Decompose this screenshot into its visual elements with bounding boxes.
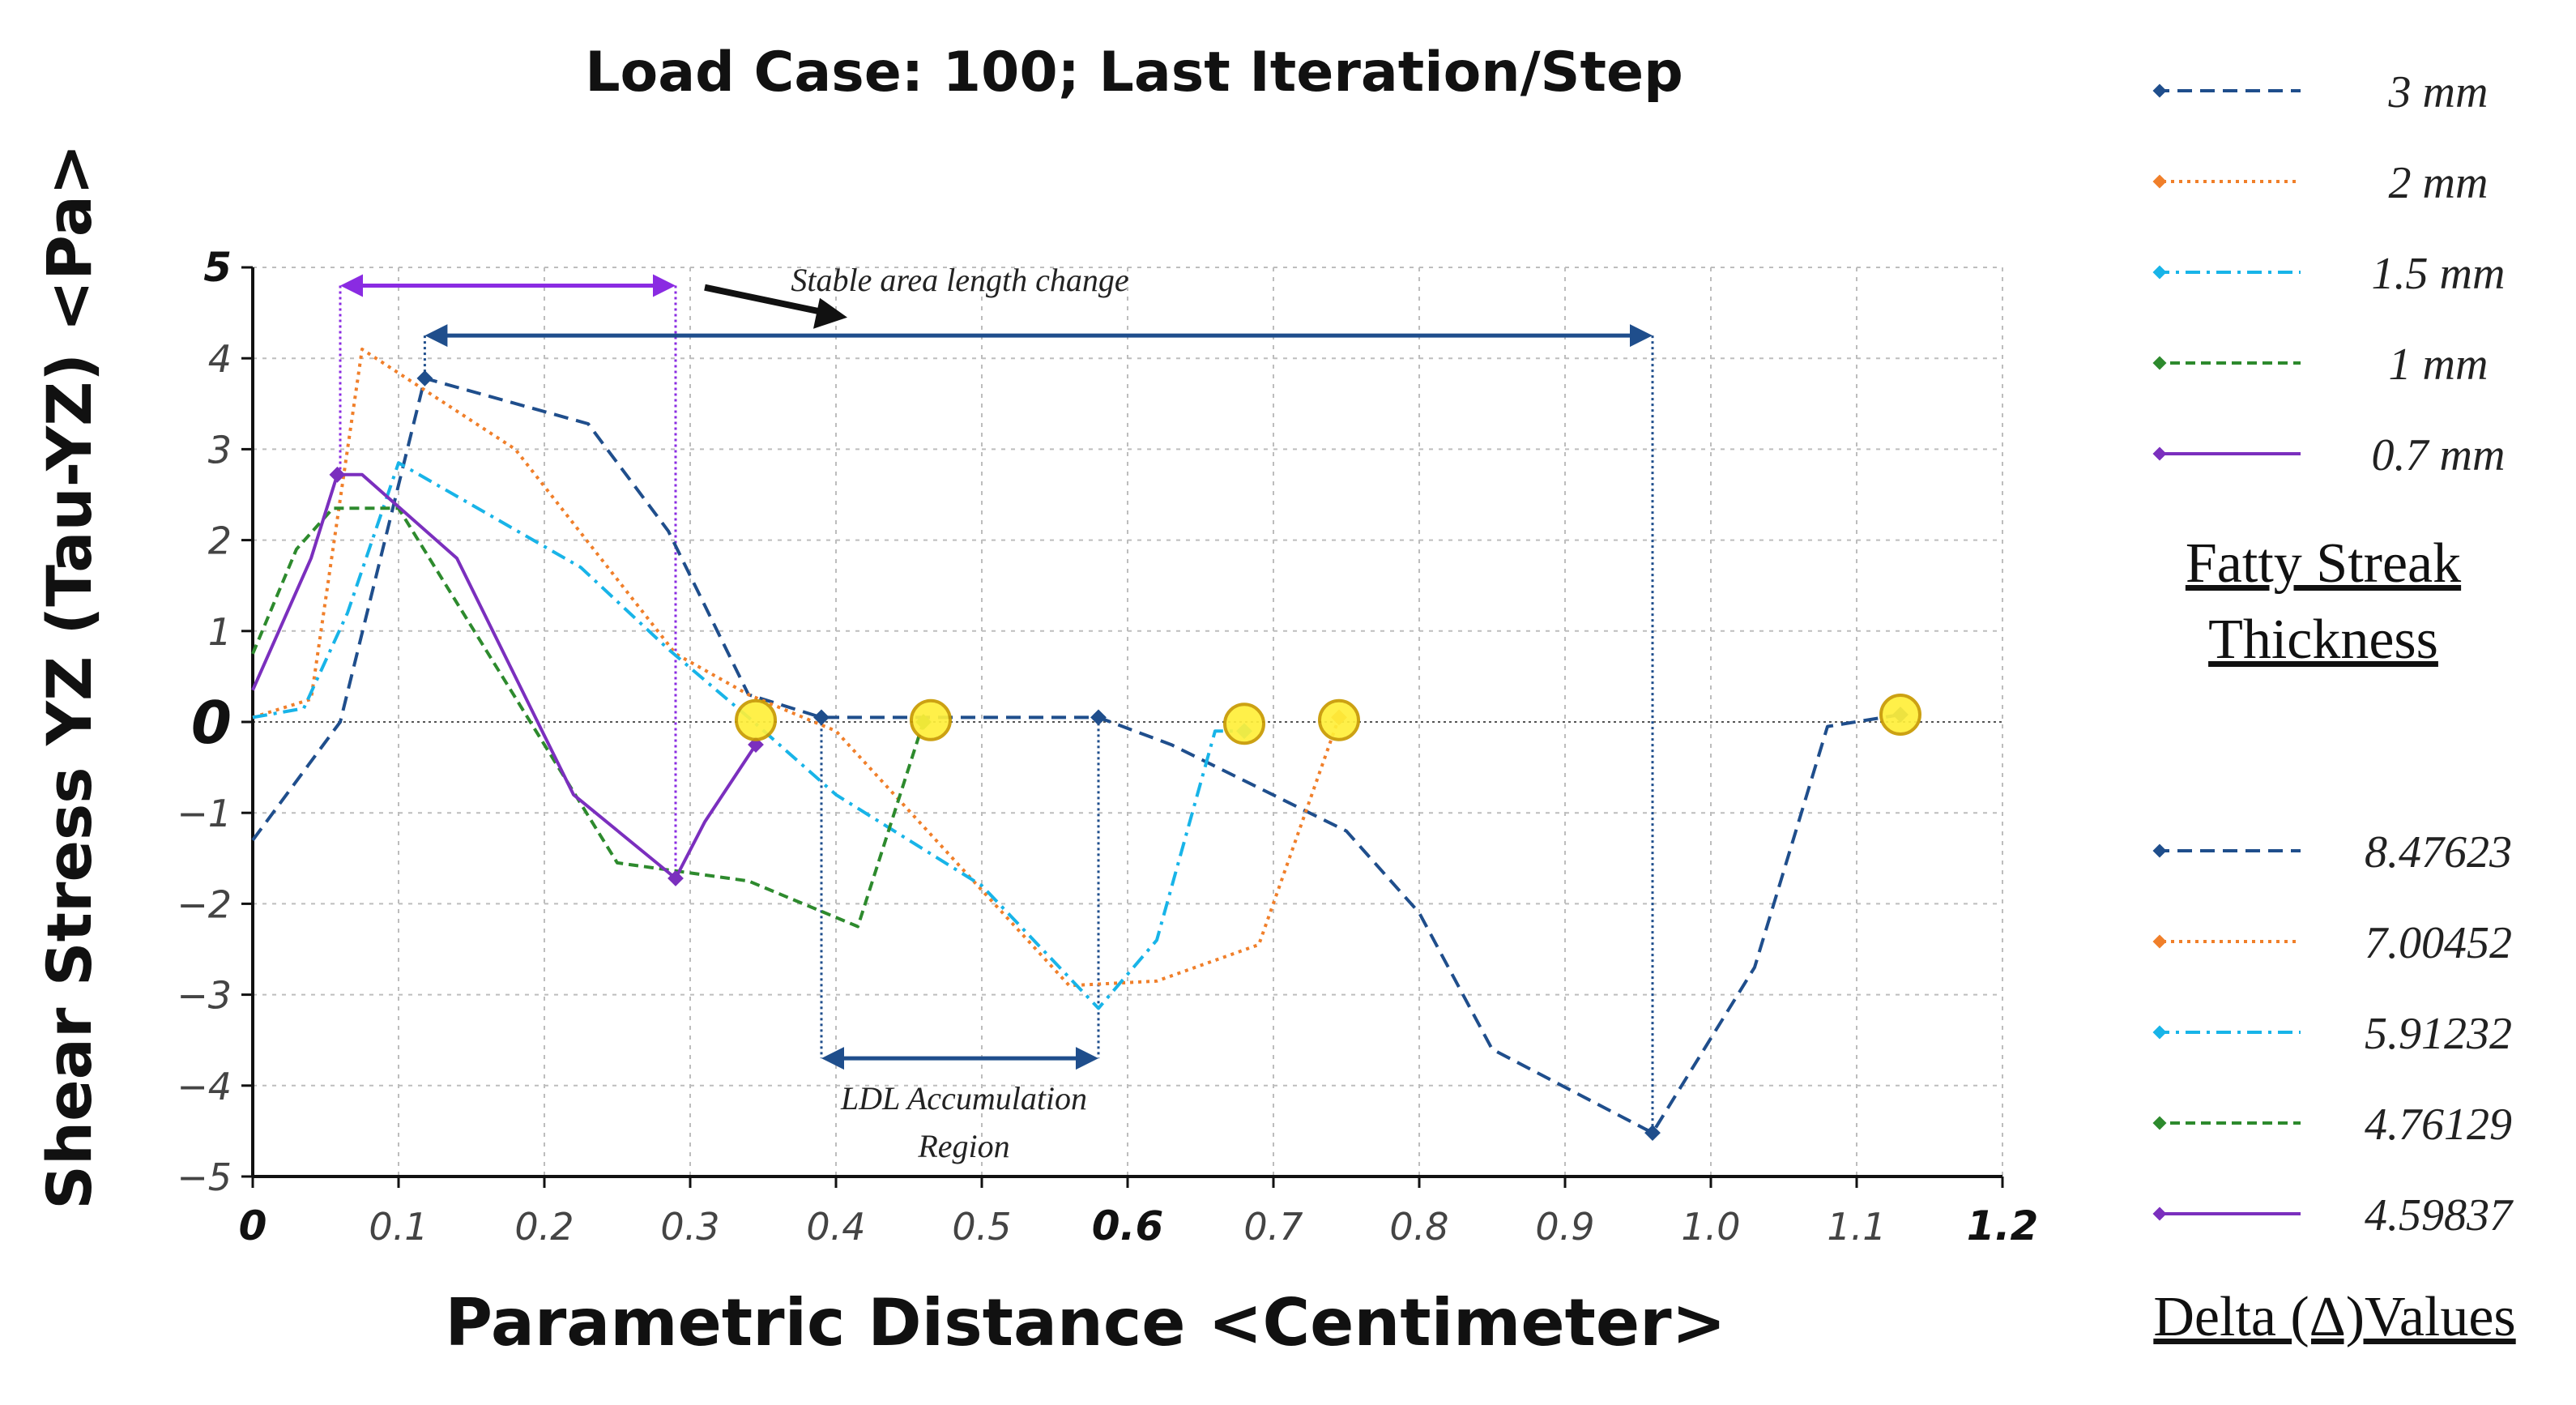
x-tick-label: 0 bbox=[239, 1202, 267, 1249]
legend-swatch-marker bbox=[2152, 265, 2167, 280]
y-tick-label: 1 bbox=[208, 610, 232, 654]
x-tick-label: 0.5 bbox=[952, 1205, 1011, 1249]
legend-swatch-marker bbox=[2152, 843, 2167, 858]
series-marker bbox=[667, 870, 684, 886]
chart-title: Load Case: 100; Last Iteration/Step bbox=[585, 41, 1683, 105]
legend-delta-label: 8.47623 bbox=[2365, 827, 2512, 878]
y-tick-label: −5 bbox=[177, 1155, 232, 1199]
legend-thickness-label: 1 mm bbox=[2389, 340, 2489, 390]
series-line-1-mm bbox=[251, 506, 925, 929]
series-layer bbox=[251, 348, 1909, 1142]
y-tick-label: 4 bbox=[208, 337, 232, 381]
legend-heading-delta: Delta (Δ)Values bbox=[2153, 1286, 2515, 1348]
legend-thickness-label: 3 mm bbox=[2388, 67, 2489, 117]
legend-delta-label: 7.00452 bbox=[2365, 918, 2512, 968]
series-marker bbox=[813, 709, 830, 726]
y-tick-label: −3 bbox=[177, 974, 232, 1018]
x-tick-label: 0.7 bbox=[1243, 1205, 1303, 1249]
x-tick-label: 0.2 bbox=[514, 1205, 574, 1249]
highlight-marker bbox=[735, 698, 777, 741]
legend-delta-label: 4.59837 bbox=[2365, 1190, 2514, 1241]
x-tick-label: 0.6 bbox=[1092, 1202, 1164, 1249]
series-marker bbox=[1090, 709, 1107, 726]
legend-swatch-marker bbox=[2152, 934, 2167, 949]
purple-arrowhead-left bbox=[340, 274, 363, 297]
ldl-arrowhead-left bbox=[821, 1047, 844, 1070]
grid-layer bbox=[253, 267, 2003, 1177]
legend-swatch-marker bbox=[2152, 356, 2167, 370]
x-tick-label: 0.8 bbox=[1389, 1205, 1448, 1249]
marker-layer bbox=[735, 694, 1921, 745]
x-tick-label: 1.0 bbox=[1681, 1205, 1740, 1249]
legend-thickness-label: 1.5 mm bbox=[2372, 249, 2506, 299]
annotation-layer: Stable area length change LDL Accumulatio… bbox=[339, 262, 1654, 1164]
highlight-marker bbox=[1879, 694, 1921, 737]
series-line-0-7-mm bbox=[251, 472, 757, 880]
stable-area-pointer bbox=[704, 284, 827, 317]
stable-area-label: Stable area length change bbox=[791, 262, 1128, 298]
y-tick-label: 3 bbox=[208, 428, 232, 472]
y-tick-label: 2 bbox=[208, 519, 232, 563]
axis-layer: 0 0.1 0.2 0.3 0.4 0.5 0.6 0.7 0.8 0.9 1.0 1.1 1.2 5 4 3… bbox=[177, 244, 2038, 1249]
legend-thickness-label: 0.7 mm bbox=[2372, 430, 2506, 480]
legend-heading-thickness-line2: Thickness bbox=[2208, 609, 2438, 671]
series-marker bbox=[1644, 1125, 1661, 1142]
purple-arrowhead-right bbox=[653, 274, 676, 297]
series-line-2-mm bbox=[252, 348, 1341, 988]
y-tick-label: 5 bbox=[203, 244, 232, 291]
x-tick-label: 0.4 bbox=[806, 1205, 865, 1249]
blue-arrowhead-left bbox=[424, 324, 448, 348]
y-tick-label: −1 bbox=[177, 792, 232, 835]
legend-swatch-marker bbox=[2152, 1116, 2167, 1130]
y-tick-label: 0 bbox=[191, 689, 232, 757]
blue-arrowhead-right bbox=[1630, 324, 1653, 348]
legend-swatch-marker bbox=[2152, 446, 2167, 461]
legend-layer: 3 mm 8.47623 2 mm 7.00452 1.5 mm 5.91232 1 mm 4… bbox=[2152, 67, 2516, 1348]
x-tick-label: 1.1 bbox=[1827, 1205, 1886, 1249]
highlight-marker bbox=[1223, 702, 1265, 745]
y-tick-label: −2 bbox=[177, 882, 232, 926]
legend-swatch-marker bbox=[2152, 1025, 2167, 1040]
legend-swatch-marker bbox=[2152, 83, 2167, 98]
x-axis-label: Parametric Distance <Centimeter> bbox=[445, 1285, 1725, 1360]
legend-delta-label: 4.76129 bbox=[2365, 1100, 2512, 1150]
x-tick-label: 1.2 bbox=[1967, 1202, 2039, 1249]
x-tick-label: 0.9 bbox=[1535, 1205, 1594, 1249]
ldl-label-line1: LDL Accumulation bbox=[840, 1080, 1087, 1117]
legend-swatch-marker bbox=[2152, 1206, 2167, 1221]
legend-swatch-marker bbox=[2152, 174, 2167, 189]
y-tick-label: −4 bbox=[177, 1065, 232, 1108]
ldl-label-line2: Region bbox=[917, 1128, 1009, 1164]
ldl-arrowhead-right bbox=[1076, 1047, 1098, 1070]
series-marker bbox=[416, 369, 433, 386]
x-tick-label: 0.3 bbox=[660, 1205, 719, 1249]
highlight-marker bbox=[1318, 698, 1360, 741]
stable-area-pointer-head bbox=[813, 297, 847, 329]
series-marker bbox=[329, 466, 346, 483]
series-line-3-mm bbox=[251, 376, 1901, 1135]
legend-delta-label: 5.91232 bbox=[2365, 1009, 2512, 1059]
x-tick-label: 0.1 bbox=[369, 1205, 428, 1249]
legend-thickness-label: 2 mm bbox=[2389, 158, 2489, 208]
highlight-marker bbox=[910, 698, 952, 741]
y-axis-label: Shear Stress YZ (Tau-YZ) <Pa> bbox=[33, 143, 105, 1209]
legend-heading-thickness-line1: Fatty Streak bbox=[2186, 532, 2461, 595]
